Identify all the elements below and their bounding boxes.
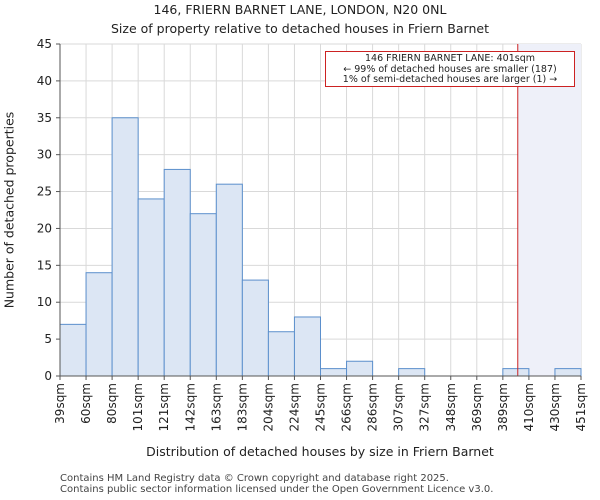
footer-line-1: Contains HM Land Registry data © Crown c… bbox=[60, 473, 449, 484]
bar-163sqm bbox=[215, 183, 243, 377]
bar-101sqm bbox=[137, 198, 165, 377]
bar-60sqm bbox=[85, 272, 113, 377]
bar-430sqm bbox=[554, 368, 582, 377]
bar-183sqm bbox=[241, 279, 269, 377]
y-tick-label: 25 bbox=[37, 185, 52, 199]
x-tick-label: 245sqm bbox=[314, 383, 328, 431]
x-tick-label: 430sqm bbox=[548, 383, 562, 431]
bar-204sqm bbox=[267, 331, 295, 377]
x-tick-label: 410sqm bbox=[522, 383, 536, 431]
x-tick-label: 80sqm bbox=[105, 383, 119, 424]
x-tick-label: 60sqm bbox=[79, 383, 93, 424]
bar-224sqm bbox=[293, 316, 322, 377]
x-tick-label: 389sqm bbox=[496, 383, 510, 431]
x-axis-label: Distribution of detached houses by size … bbox=[146, 444, 494, 459]
x-tick-label: 266sqm bbox=[340, 383, 354, 431]
bar-142sqm bbox=[189, 213, 217, 377]
y-tick-label: 10 bbox=[37, 295, 52, 309]
chart-subtitle: Size of property relative to detached ho… bbox=[111, 21, 489, 36]
y-tick-label: 20 bbox=[37, 221, 52, 235]
y-axis-label: Number of detached properties bbox=[1, 111, 17, 309]
y-tick-label: 15 bbox=[37, 258, 52, 272]
x-tick-label: 183sqm bbox=[235, 383, 249, 431]
x-tick-label: 224sqm bbox=[287, 383, 301, 431]
y-tick-label: 35 bbox=[37, 111, 52, 125]
y-tick-label: 30 bbox=[37, 148, 52, 162]
x-tick-label: 163sqm bbox=[209, 383, 223, 431]
x-tick-label: 101sqm bbox=[131, 383, 145, 431]
larger-region-shade bbox=[517, 44, 581, 376]
x-tick-label: 307sqm bbox=[392, 383, 406, 431]
x-tick-label: 39sqm bbox=[53, 383, 67, 424]
y-tick-label: 0 bbox=[44, 369, 52, 383]
x-tick-label: 121sqm bbox=[157, 383, 171, 431]
bar-121sqm bbox=[163, 168, 191, 377]
bar-389sqm bbox=[502, 368, 530, 377]
x-tick-label: 348sqm bbox=[444, 383, 458, 431]
bar-39sqm bbox=[59, 323, 87, 377]
chart-title: 146, FRIERN BARNET LANE, LONDON, N20 0NL bbox=[153, 2, 447, 17]
y-tick-label: 45 bbox=[37, 37, 52, 51]
annotation-line-3: 1% of semi-detached houses are larger (1… bbox=[342, 74, 558, 85]
x-tick-label: 142sqm bbox=[183, 383, 197, 431]
x-tick-label: 286sqm bbox=[366, 383, 380, 431]
x-tick-label: 451sqm bbox=[574, 383, 588, 431]
bar-80sqm bbox=[111, 117, 139, 377]
x-tick-label: 327sqm bbox=[418, 383, 432, 431]
annotation-line-2: ← 99% of detached houses are smaller (18… bbox=[343, 63, 557, 75]
footer-line-2: Contains public sector information licen… bbox=[60, 484, 494, 495]
y-tick-label: 40 bbox=[37, 74, 52, 88]
annotation-line-1: 146 FRIERN BARNET LANE: 401sqm bbox=[364, 53, 535, 64]
bar-245sqm bbox=[320, 368, 348, 377]
bar-307sqm bbox=[398, 368, 426, 377]
y-tick-label: 5 bbox=[44, 332, 52, 346]
x-tick-label: 204sqm bbox=[261, 383, 275, 431]
bar-266sqm bbox=[346, 360, 374, 377]
property-annotation: 146 FRIERN BARNET LANE: 401sqm ← 99% of … bbox=[325, 51, 575, 87]
x-tick-label: 369sqm bbox=[470, 383, 484, 431]
